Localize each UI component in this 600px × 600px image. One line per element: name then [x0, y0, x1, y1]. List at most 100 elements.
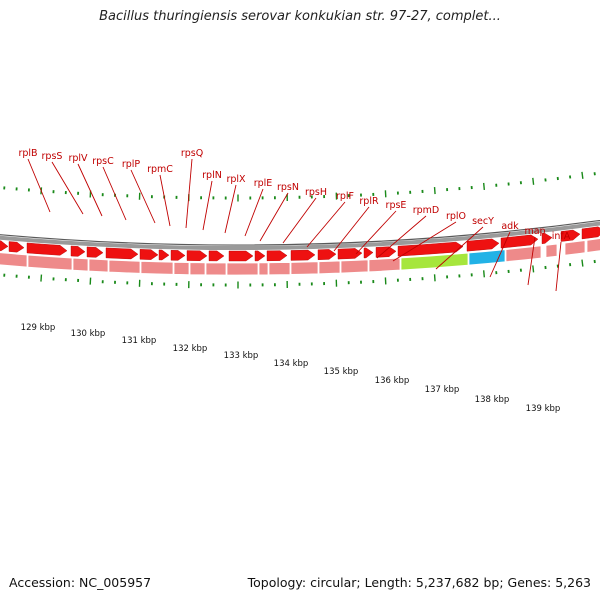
gene-label-rplO: rplO [446, 211, 466, 222]
gene-arrow [397, 241, 464, 257]
accession-text: Accession: NC_005957 [9, 575, 152, 590]
leader-line [282, 197, 317, 244]
kbp-label: 131 kbp [122, 336, 157, 346]
leader-line [185, 158, 193, 229]
feature-block [318, 260, 341, 275]
gene-label-rpsN: rpsN [277, 182, 299, 193]
feature-block [400, 252, 469, 271]
gene-arrow [86, 246, 104, 258]
kbp-label: 139 kbp [526, 404, 561, 414]
gene-arrow [26, 242, 68, 256]
gene-label-rpsQ: rpsQ [181, 148, 203, 159]
kbp-label: 137 kbp [425, 385, 460, 395]
feature-block [189, 262, 206, 276]
bottom-tick [433, 187, 436, 195]
feature-block [108, 259, 141, 274]
bottom-tick-track [3, 171, 596, 202]
feature-block [545, 243, 558, 258]
gene-arrow [317, 249, 337, 260]
map-title: Bacillus thuringiensis serovar konkukian… [99, 9, 501, 24]
gene-arrow [170, 250, 186, 261]
gene-label-rplP: rplP [122, 159, 141, 170]
gene-arrow [560, 229, 581, 242]
feature-block [72, 257, 89, 272]
top-tick-track [3, 259, 596, 289]
kbp-label: 136 kbp [375, 376, 410, 386]
feature-block [258, 262, 269, 276]
leader-line [555, 241, 562, 292]
kbp-label: 129 kbp [21, 323, 56, 333]
gene-arrow [581, 226, 600, 240]
feature-block [564, 240, 586, 256]
kbp-label: 138 kbp [475, 395, 510, 405]
gene-label-rplV: rplV [68, 153, 88, 164]
gene-label-rpsH: rpsH [305, 187, 327, 198]
feature-block [27, 254, 73, 271]
leader-line [376, 215, 427, 259]
gene-label-rplF: rplF [336, 191, 354, 202]
feature-block [340, 259, 369, 274]
leader-line [130, 169, 156, 224]
leader-line [102, 166, 127, 221]
gene-arrow [363, 247, 374, 259]
gene-label-map: map [524, 226, 545, 237]
gene-label-rplX: rplX [226, 174, 246, 185]
leader-line [51, 161, 84, 215]
gene-arrow [0, 240, 9, 252]
gene-arrow [337, 248, 363, 260]
bottom-tick [581, 171, 584, 179]
kbp-label: 134 kbp [274, 359, 309, 369]
gene-arrow-track [0, 226, 600, 262]
gene-label-adk: adk [501, 221, 519, 232]
leader-line [333, 206, 370, 252]
bottom-tick [482, 182, 486, 190]
gene-arrow [228, 250, 254, 262]
gene-label-rplR: rplR [359, 196, 379, 207]
gene-label-rpsE: rpsE [386, 200, 407, 211]
top-tick [581, 259, 584, 267]
feature-block [205, 262, 227, 276]
backbone-edge [0, 219, 600, 246]
gene-label-leaders [27, 158, 562, 292]
feature-block [0, 252, 28, 268]
feature-block [290, 261, 319, 275]
gene-arrow [208, 250, 225, 262]
feature-block [226, 262, 259, 276]
gene-arrow [186, 250, 208, 261]
top-tick [433, 274, 436, 282]
leader-line [159, 174, 171, 227]
feature-block [468, 249, 506, 266]
leader-line [202, 180, 213, 231]
feature-block [368, 257, 401, 273]
rna-feature-track [0, 238, 600, 276]
leader-line [435, 226, 484, 270]
backbone-line [0, 221, 600, 250]
gene-label-rplN: rplN [202, 170, 222, 181]
gene-arrow [541, 233, 553, 244]
backbone-track [0, 219, 600, 250]
feature-block [268, 262, 291, 276]
kbp-label: 130 kbp [71, 329, 106, 339]
gene-arrow [266, 250, 288, 262]
leader-line [224, 184, 237, 234]
leader-line [527, 236, 536, 286]
gene-label-rpsS: rpsS [42, 151, 63, 162]
kbp-labels: 129 kbp 130 kbp 131 kbp 132 kbp 133 kbp 134 k… [21, 323, 561, 414]
gene-label-rpmC: rpmC [147, 164, 173, 175]
gene-arrow [254, 250, 266, 262]
leader-line [355, 210, 397, 255]
kbp-label: 135 kbp [324, 367, 359, 377]
gene-label-rpmD: rpmD [413, 205, 440, 216]
feature-block [173, 261, 190, 276]
gene-arrow [105, 247, 139, 260]
gene-label-infA: infA [552, 231, 571, 242]
gene-label-rplE: rplE [254, 178, 273, 189]
leader-line [27, 158, 51, 213]
top-tick [532, 265, 535, 273]
gene-labels: rplB rpsS rplV rpsC rplP rpmC rpsQ rplN rplX rplE… [18, 148, 570, 242]
leader-line [259, 192, 289, 242]
gene-arrow [466, 238, 500, 252]
leader-line [77, 163, 103, 217]
gene-label-secY: secY [472, 216, 494, 227]
